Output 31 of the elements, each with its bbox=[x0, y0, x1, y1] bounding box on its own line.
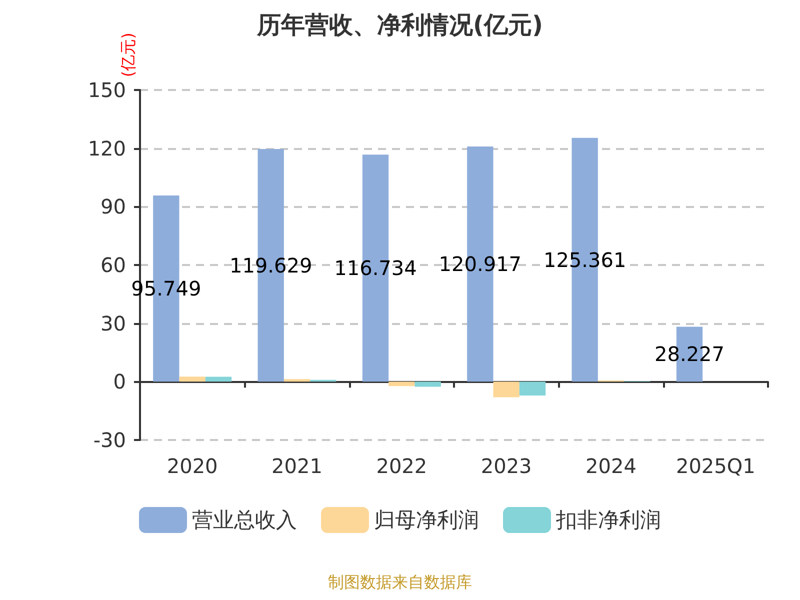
data-label: 116.734 bbox=[334, 256, 417, 280]
y-tick-label: 150 bbox=[88, 78, 126, 102]
x-tick-label: 2020 bbox=[166, 454, 218, 478]
bar bbox=[519, 382, 546, 396]
data-label: 125.361 bbox=[543, 248, 626, 272]
data-label: 120.917 bbox=[438, 252, 522, 276]
y-tick-label: 60 bbox=[100, 253, 126, 277]
bar bbox=[205, 376, 232, 382]
bar bbox=[284, 379, 310, 382]
chart-title: 历年营收、净利情况(亿元) bbox=[256, 11, 543, 39]
x-tick-label: 2023 bbox=[480, 454, 532, 478]
y-tick-label: 30 bbox=[100, 311, 126, 336]
x-tick-label: 2021 bbox=[272, 454, 322, 478]
bar bbox=[179, 376, 206, 382]
x-tick-label: 2022 bbox=[376, 454, 428, 478]
legend-label: 营业总收入 bbox=[192, 508, 297, 532]
y-tick-label: 0 bbox=[113, 370, 126, 394]
data-label: 119.629 bbox=[229, 253, 312, 278]
legend-label: 扣非净利润 bbox=[555, 508, 661, 532]
bar bbox=[388, 382, 415, 386]
y-tick-label: 120 bbox=[88, 136, 126, 160]
bar bbox=[414, 382, 441, 387]
data-label: 28.227 bbox=[654, 342, 724, 366]
legend-label: 归母净利润 bbox=[374, 508, 479, 532]
y-tick-label: 90 bbox=[100, 194, 126, 219]
x-tick-label: 2024 bbox=[586, 454, 636, 478]
y-tick-label: -30 bbox=[93, 428, 126, 452]
bar bbox=[493, 382, 520, 398]
x-tick-label: 2025Q1 bbox=[676, 454, 756, 478]
text: 制图数据来自数据库 bbox=[328, 572, 472, 592]
y-axis-title: (亿元) bbox=[118, 32, 138, 78]
